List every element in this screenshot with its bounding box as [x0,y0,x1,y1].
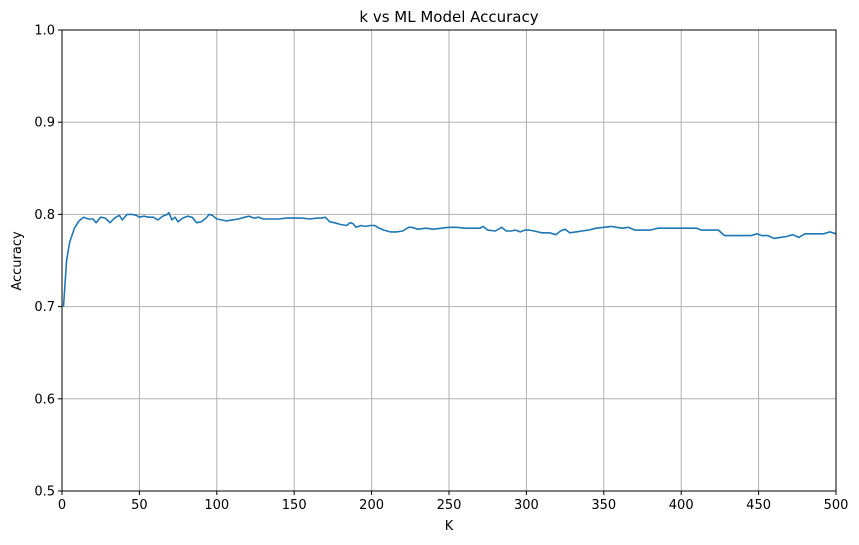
x-tick-label: 300 [514,498,539,513]
x-axis: 0 50 100 150 200 250 300 350 400 450 500 [58,491,849,513]
x-tick-label: 400 [669,498,694,513]
y-tick-label: 0.8 [34,208,55,223]
x-axis-label: K [445,519,454,534]
x-tick-label: 100 [204,498,229,513]
x-tick-label: 50 [131,498,148,513]
y-axis: 0.5 0.6 0.7 0.8 0.9 1.0 [34,24,62,500]
x-tick-label: 250 [437,498,462,513]
x-tick-label: 200 [359,498,384,513]
y-axis-label: Accuracy [10,231,25,291]
y-tick-label: 0.6 [34,392,55,407]
x-tick-label: 0 [58,498,66,513]
x-tick-label: 500 [824,498,849,513]
y-tick-label: 0.5 [34,485,55,500]
x-tick-label: 350 [591,498,616,513]
x-tick-label: 150 [282,498,307,513]
y-tick-label: 0.7 [34,300,55,315]
y-tick-label: 0.9 [34,116,55,131]
y-tick-label: 1.0 [34,24,55,39]
series-line-accuracy [62,211,837,307]
chart-title: k vs ML Model Accuracy [359,8,538,26]
x-tick-label: 450 [746,498,771,513]
series-layer [62,211,837,307]
